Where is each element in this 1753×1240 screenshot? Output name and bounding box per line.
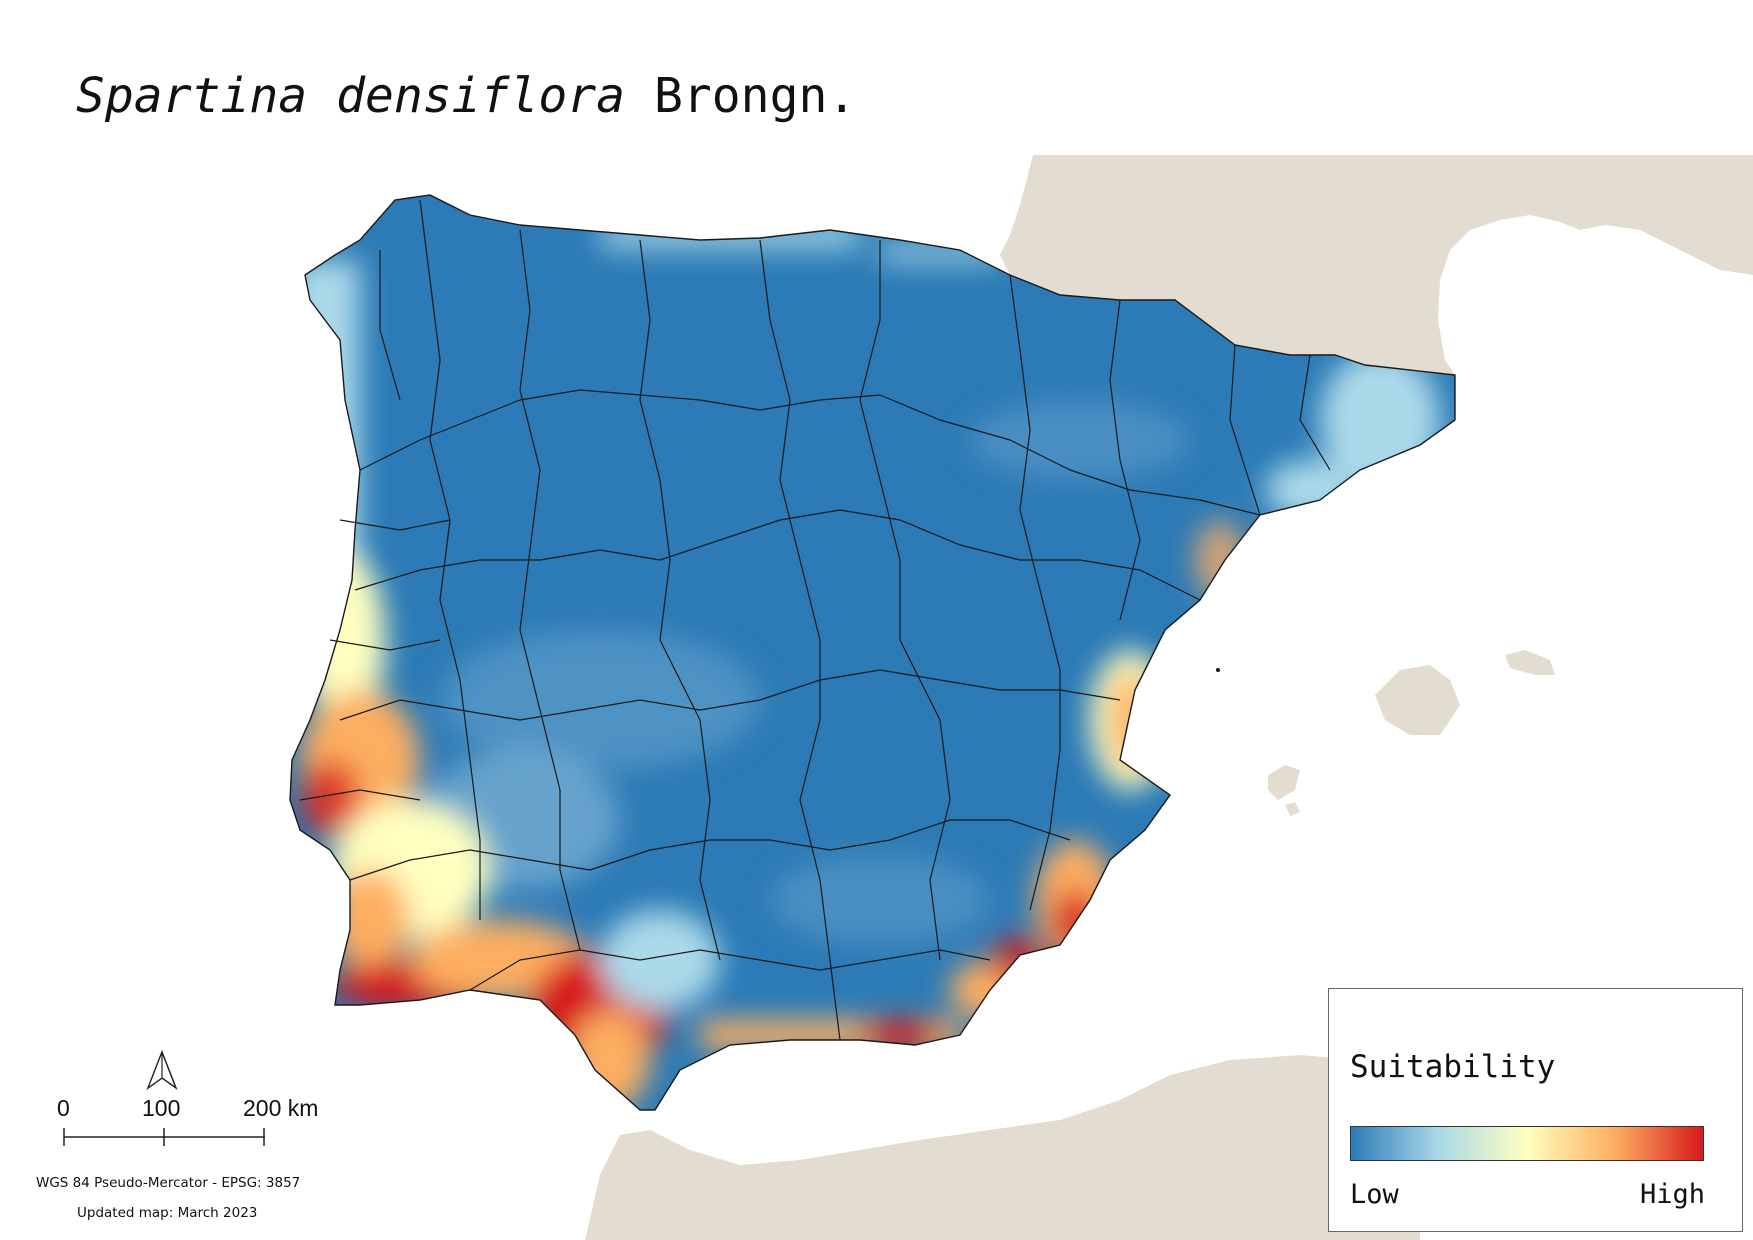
scale-label-0: 0 (57, 1095, 70, 1121)
mallorca (1375, 665, 1460, 735)
updated-note: Updated map: March 2023 (77, 1205, 258, 1221)
iberia-coastline (289, 194, 1456, 1111)
species-name: Spartina densiflora (76, 68, 626, 124)
legend-low-label: Low (1350, 1179, 1399, 1210)
map-title: Spartina densiflora Brongn. (76, 68, 856, 124)
legend-color-ramp (1350, 1126, 1704, 1161)
crs-note: WGS 84 Pseudo-Mercator - EPSG: 3857 (36, 1175, 301, 1191)
north-arrow-icon (146, 1050, 178, 1090)
scale-label-100: 100 (142, 1095, 181, 1121)
france-land (1000, 155, 1753, 375)
ibiza (1268, 765, 1300, 800)
columbretes-islet (1216, 668, 1220, 672)
species-authority: Brongn. (653, 68, 857, 124)
menorca (1505, 650, 1555, 675)
province-boundaries (299, 199, 1331, 1041)
legend-high-label: High (1640, 1179, 1706, 1210)
scale-bar: 0 100 200 km (50, 1095, 350, 1165)
legend-title: Suitability (1350, 1049, 1556, 1085)
scale-label-200: 200 km (243, 1095, 319, 1121)
formentera (1285, 802, 1300, 816)
scale-bar-line (63, 1128, 265, 1146)
north-africa-land (585, 1055, 1420, 1240)
legend-box: Suitability Low High (1328, 988, 1743, 1232)
